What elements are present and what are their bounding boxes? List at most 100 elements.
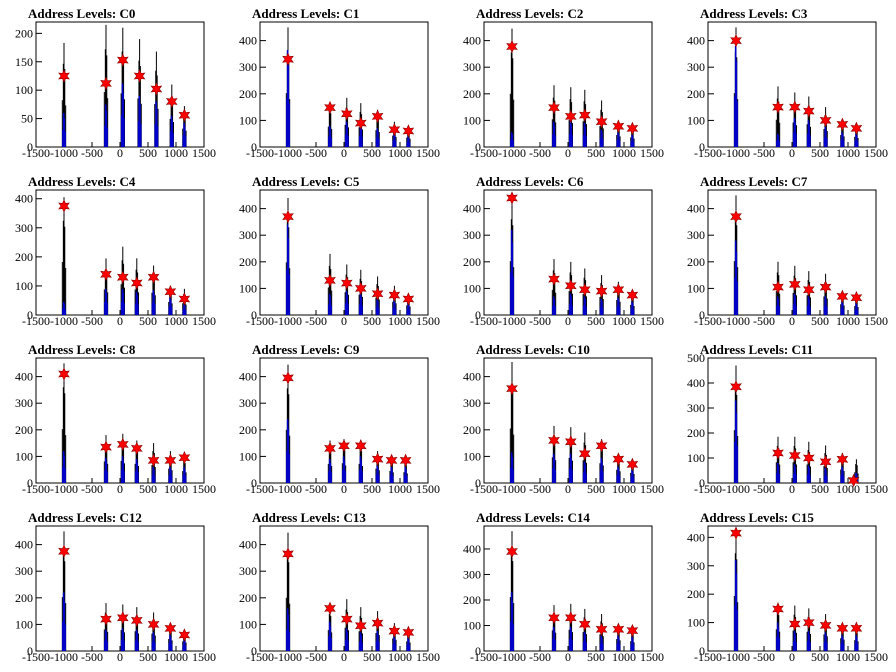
peak-marker [564, 278, 577, 293]
x-tick-label: -1000 [274, 650, 302, 664]
x-tick-label: -1500 [246, 146, 274, 160]
peak-marker [324, 441, 336, 456]
y-tick-label: 50 [21, 112, 33, 126]
chart-title: Address Levels: C3 [700, 6, 808, 21]
x-tick-label: -1500 [22, 482, 50, 496]
peak-marker [58, 199, 70, 213]
peak-marker [730, 526, 742, 540]
x-tick-label: 500 [363, 146, 381, 160]
peak-marker [388, 122, 401, 137]
peak-marker [595, 439, 608, 453]
peak-marker [354, 116, 367, 130]
peak-marker [730, 33, 742, 48]
chart-title: Address Levels: C15 [700, 510, 814, 525]
peak-marker [150, 82, 163, 96]
x-tick-label: -1000 [50, 146, 78, 160]
x-tick-label: -500 [305, 314, 327, 328]
y-tick-label: 100 [15, 83, 33, 97]
plot-frame [483, 21, 653, 148]
chart-panel-11: Address Levels: C11 0 100 200 300 400 500 -1500… [687, 342, 888, 496]
peak-marker [772, 446, 784, 460]
peak-marker [548, 433, 560, 448]
y-tick-label: 300 [687, 559, 705, 573]
plot-frame [707, 357, 877, 484]
x-tick-label: 1500 [192, 314, 216, 328]
plot-frame [259, 189, 429, 316]
x-tick-label: -1500 [246, 314, 274, 328]
x-tick-label: 500 [587, 146, 605, 160]
y-tick-label: 200 [463, 423, 481, 437]
peak-marker [730, 380, 742, 394]
x-tick-label: 1000 [612, 314, 636, 328]
x-tick-label: 500 [363, 650, 381, 664]
chart-title: Address Levels: C6 [476, 174, 584, 189]
peak-marker [385, 453, 398, 468]
peak-marker [819, 618, 832, 633]
x-tick-label: 1000 [164, 482, 188, 496]
x-tick-label: 500 [587, 314, 605, 328]
y-tick-label: 0 [475, 644, 481, 658]
peak-marker [100, 612, 112, 626]
x-tick-label: 1500 [864, 146, 888, 160]
x-tick-label: -1000 [722, 650, 750, 664]
y-tick-label: 0 [27, 140, 33, 154]
x-tick-label: -1000 [498, 314, 526, 328]
y-tick-label: 400 [463, 34, 481, 48]
x-tick-label: 0 [565, 146, 571, 160]
x-tick-label: -1000 [498, 146, 526, 160]
y-tick-label: 200 [15, 250, 33, 264]
y-tick-label: 300 [463, 396, 481, 410]
y-tick-label: 400 [463, 202, 481, 216]
y-tick-label: 0 [27, 308, 33, 322]
x-tick-label: 1500 [192, 650, 216, 664]
y-tick-label: 200 [15, 591, 33, 605]
y-tick-label: 100 [15, 449, 33, 463]
peak-marker [626, 121, 639, 136]
y-tick-label: 0 [475, 476, 481, 490]
y-tick-label: 200 [687, 255, 705, 269]
peak-marker [850, 621, 863, 636]
y-tick-label: 0 [699, 476, 705, 490]
chart-panel-5: Address Levels: C5 0 100 200 300 400 -1500 -100… [239, 174, 440, 328]
peak-marker [850, 290, 863, 305]
x-tick-label: 0 [789, 482, 795, 496]
x-tick-label: -1500 [246, 650, 274, 664]
y-tick-label: 200 [239, 423, 257, 437]
x-tick-label: 1500 [192, 146, 216, 160]
peak-marker [324, 100, 336, 115]
y-tick-label: 0 [251, 644, 257, 658]
x-tick-label: -1500 [470, 314, 498, 328]
x-tick-label: -1000 [498, 650, 526, 664]
x-tick-label: 1000 [836, 314, 860, 328]
chart-panel-3: Address Levels: C3 0 100 200 300 400 -1500 -100… [687, 6, 888, 160]
y-tick-label: 400 [687, 202, 705, 216]
peak-marker [772, 280, 784, 294]
y-tick-label: 100 [15, 279, 33, 293]
y-tick-label: 400 [15, 538, 33, 552]
y-tick-label: 300 [463, 567, 481, 581]
peak-marker [802, 282, 815, 297]
peak-marker [402, 292, 415, 306]
x-tick-label: 0 [341, 314, 347, 328]
chart-panel-8: Address Levels: C8 0 100 200 300 400 -1500 -100… [15, 342, 216, 496]
y-tick-label: 400 [239, 538, 257, 552]
y-tick-label: 0 [699, 308, 705, 322]
y-tick-label: 400 [15, 192, 33, 206]
x-tick-label: 500 [811, 482, 829, 496]
peak-marker [324, 273, 336, 288]
plot-frame [483, 357, 653, 484]
peak-marker [147, 617, 160, 632]
chart-panel-1: Address Levels: C1 0 100 200 300 400 -1500 -100… [239, 6, 440, 160]
chart-panel-4: Address Levels: C4 0 100 200 300 400 -1500 -100… [15, 174, 216, 328]
y-tick-label: 300 [239, 564, 257, 578]
y-tick-label: 100 [239, 449, 257, 463]
peak-marker [548, 100, 560, 115]
x-tick-label: -1000 [722, 482, 750, 496]
x-tick-label: -1500 [694, 314, 722, 328]
y-tick-label: 100 [463, 449, 481, 463]
y-tick-label: 0 [251, 140, 257, 154]
x-tick-label: 1500 [416, 482, 440, 496]
x-tick-label: 1000 [388, 146, 412, 160]
y-tick-label: 400 [463, 370, 481, 384]
chart-title: Address Levels: C7 [700, 174, 808, 189]
